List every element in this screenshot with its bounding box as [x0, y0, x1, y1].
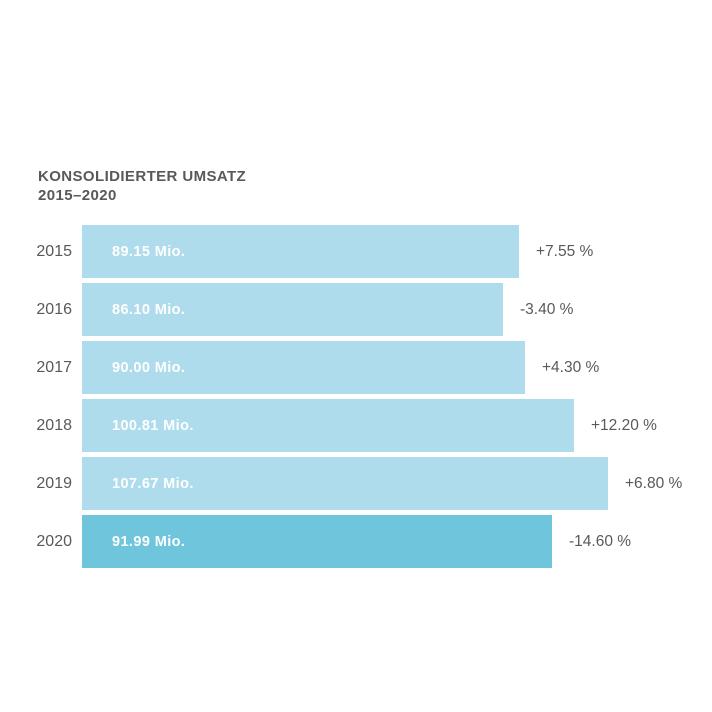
year-label: 2018 — [36, 417, 72, 434]
chart-title-line2: 2015–2020 — [38, 187, 117, 204]
change-label: -3.40 % — [520, 301, 574, 318]
bar-value-label: 86.10 Mio. — [112, 301, 186, 318]
chart-row-2016: 2016 86.10 Mio. -3.40 % — [0, 283, 712, 336]
bar-value-label: 91.99 Mio. — [112, 533, 186, 550]
chart-row-2018: 2018 100.81 Mio. +12.20 % — [0, 399, 712, 452]
change-label: +7.55 % — [536, 243, 594, 260]
bar-2018: 100.81 Mio. — [82, 399, 574, 452]
chart-row-2015: 2015 89.15 Mio. +7.55 % — [0, 225, 712, 278]
year-label: 2020 — [36, 533, 72, 550]
change-label: +4.30 % — [542, 359, 600, 376]
bar-2017: 90.00 Mio. — [82, 341, 525, 394]
change-label: +6.80 % — [625, 475, 683, 492]
year-label: 2015 — [36, 243, 72, 260]
bar-chart: 2015 89.15 Mio. +7.55 % 2016 86.10 Mio. … — [0, 225, 712, 573]
bar-value-label: 90.00 Mio. — [112, 359, 186, 376]
year-label: 2016 — [36, 301, 72, 318]
bar-2016: 86.10 Mio. — [82, 283, 503, 336]
bar-2020-highlighted: 91.99 Mio. — [82, 515, 552, 568]
change-label: +12.20 % — [591, 417, 657, 434]
bar-2015: 89.15 Mio. — [82, 225, 519, 278]
chart-row-2017: 2017 90.00 Mio. +4.30 % — [0, 341, 712, 394]
year-label: 2019 — [36, 475, 72, 492]
chart-title: KONSOLIDIERTER UMSATZ 2015–2020 — [38, 167, 246, 205]
bar-value-label: 100.81 Mio. — [112, 417, 194, 434]
bar-2019: 107.67 Mio. — [82, 457, 608, 510]
year-label: 2017 — [36, 359, 72, 376]
chart-row-2019: 2019 107.67 Mio. +6.80 % — [0, 457, 712, 510]
chart-row-2020: 2020 91.99 Mio. -14.60 % — [0, 515, 712, 568]
chart-title-line1: KONSOLIDIERTER UMSATZ — [38, 168, 247, 185]
bar-value-label: 107.67 Mio. — [112, 475, 194, 492]
change-label: -14.60 % — [569, 533, 632, 550]
bar-value-label: 89.15 Mio. — [112, 243, 186, 260]
